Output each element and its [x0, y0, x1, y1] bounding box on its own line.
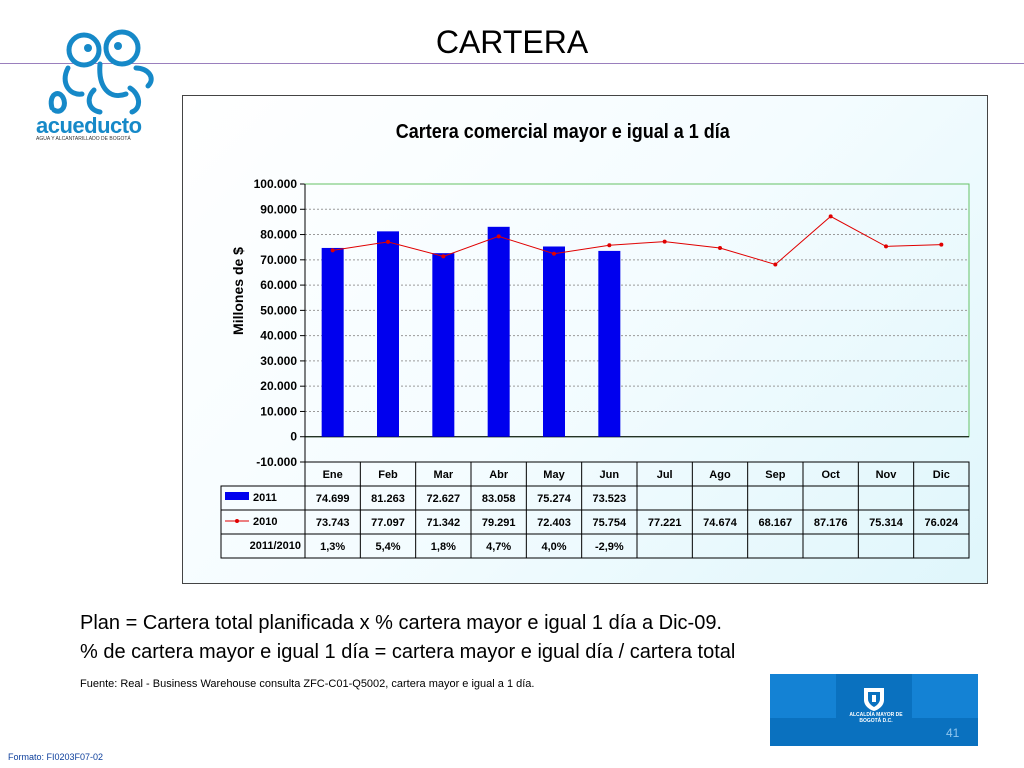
data-label-2010: 73.743: [316, 517, 350, 529]
caption-plan-definition: Plan = Cartera total planificada x % car…: [80, 612, 722, 634]
x-category-label: Feb: [378, 469, 398, 481]
point-2010: [773, 262, 778, 267]
format-code: Formato: FI0203F07-02: [8, 752, 104, 762]
data-label-2010: 76.024: [925, 517, 960, 529]
point-2010: [662, 239, 667, 244]
legend-key-2011: [225, 492, 249, 500]
y-tick-label: 90.000: [260, 202, 297, 216]
legend-label-2011: 2011: [253, 492, 277, 504]
data-label-2010: 77.097: [371, 517, 405, 529]
y-tick-label: 0: [290, 430, 297, 444]
legend-label-2010: 2010: [253, 516, 277, 528]
data-label-ratio: 5,4%: [375, 541, 400, 553]
data-label-2011: 73.523: [593, 493, 627, 505]
alcaldia-label: ALCALDÍA MAYOR DE BOGOTÁ D.C.: [849, 712, 903, 724]
point-2010: [939, 242, 944, 247]
data-label-ratio: -2,9%: [595, 541, 624, 553]
y-tick-label: 30.000: [260, 354, 297, 368]
bar-2011: [432, 253, 455, 437]
data-label-ratio: 4,0%: [541, 541, 566, 553]
data-label-2010: 68.167: [759, 517, 793, 529]
line-2010: [332, 215, 942, 266]
x-category-label: May: [543, 469, 565, 481]
x-category-label: Sep: [765, 469, 785, 481]
y-axis-label: Millones de $: [230, 247, 246, 335]
x-category-label: Mar: [434, 469, 454, 481]
data-label-ratio: 4,7%: [486, 541, 511, 553]
data-label-2011: 83.058: [482, 493, 516, 505]
logo-tagline: AGUA Y ALCANTARILLADO DE BOGOTÁ: [36, 136, 131, 142]
x-category-label: Ene: [323, 469, 343, 481]
bar-2011: [321, 247, 344, 437]
point-2010: [552, 251, 556, 256]
point-2010: [884, 244, 888, 249]
caption-percentage-definition: % de cartera mayor e igual 1 día = carte…: [80, 641, 736, 663]
data-label-2011: 75.274: [537, 493, 572, 505]
x-category-label: Nov: [876, 469, 898, 481]
bar-2011: [487, 226, 510, 437]
data-label-ratio: 1,3%: [320, 541, 345, 553]
title-divider: [0, 63, 1024, 64]
data-label-2010: 74.674: [703, 517, 738, 529]
point-2010: [718, 246, 722, 251]
point-2010: [330, 248, 335, 253]
bogota-shield-icon: [864, 688, 884, 711]
data-label-2010: 75.754: [593, 517, 628, 529]
data-label-2011: 72.627: [427, 493, 461, 505]
chart-title: Cartera comercial mayor e igual a 1 día: [396, 121, 730, 143]
x-category-label: Dic: [933, 469, 950, 481]
point-2010: [386, 239, 390, 244]
slide-title: CARTERA: [435, 24, 589, 60]
y-tick-label: 50.000: [260, 303, 297, 317]
page-number: 41: [946, 726, 960, 740]
data-label-2010: 75.314: [869, 517, 904, 529]
x-category-label: Jun: [600, 469, 620, 481]
source-note: Fuente: Real - Business Warehouse consul…: [80, 678, 535, 690]
bar-2011: [543, 246, 565, 437]
data-label-2011: 81.263: [371, 493, 405, 505]
y-tick-label: 70.000: [260, 253, 297, 267]
x-category-label: Oct: [821, 469, 840, 481]
data-label-2010: 72.403: [537, 517, 571, 529]
chart-panel: Cartera comercial mayor e igual a 1 día M…: [182, 95, 988, 584]
y-tick-label: 40.000: [260, 329, 297, 343]
frog-logo-icon: [48, 29, 154, 115]
bar-2011: [377, 231, 399, 437]
point-2010: [828, 214, 833, 219]
y-tick-label: 20.000: [260, 379, 297, 393]
data-label-2010: 77.221: [648, 517, 682, 529]
bar-2011: [598, 250, 621, 437]
legend-key-2010-marker: [235, 519, 239, 523]
data-label-2010: 87.176: [814, 517, 848, 529]
y-tick-label: -10.000: [256, 455, 297, 469]
data-label-2011: 74.699: [316, 493, 350, 505]
y-tick-label: 10.000: [260, 404, 297, 418]
point-2010: [496, 234, 501, 239]
legend-label-ratio: 2011/2010: [250, 540, 301, 552]
y-tick-label: 100.000: [254, 177, 298, 191]
data-label-2010: 79.291: [482, 517, 516, 529]
data-label-ratio: 1,8%: [431, 541, 456, 553]
point-2010: [441, 254, 446, 259]
point-2010: [607, 243, 612, 248]
bar-line-chart: Cartera comercial mayor e igual a 1 día M…: [220, 121, 970, 559]
x-category-label: Ago: [709, 469, 731, 481]
logo-wordmark: acueducto: [36, 113, 142, 138]
y-tick-label: 80.000: [260, 228, 297, 242]
x-category-label: Jul: [657, 469, 673, 481]
x-category-label: Abr: [489, 469, 509, 481]
data-label-2010: 71.342: [427, 517, 461, 529]
y-tick-label: 60.000: [260, 278, 297, 292]
